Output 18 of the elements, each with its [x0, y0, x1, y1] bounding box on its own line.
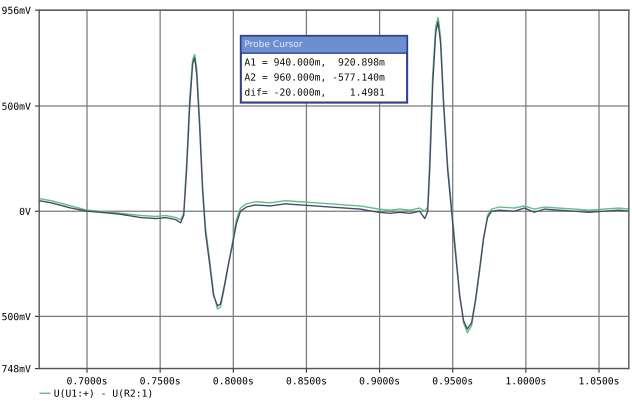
annotation: dif= -20.000m, 1.4981: [244, 88, 384, 97]
x-tick-label: 0.9500s: [432, 377, 472, 384]
x-tick-label: 0.9000s: [360, 377, 400, 384]
y-tick-label: 748mV: [2, 365, 31, 372]
y-tick-label: 500mV: [2, 312, 31, 320]
x-tick-label: 1.0500s: [580, 377, 619, 384]
x-tick-label: 0.7000s: [67, 377, 107, 384]
annotation: A2 = 960.000m, -577.140m: [244, 73, 384, 82]
y-tick-label: 500mV: [2, 102, 31, 110]
x-tick-label: 1.0000s: [506, 377, 546, 384]
y-tick-label: 0V: [20, 208, 31, 216]
annotation: Probe Cursor: [245, 40, 303, 48]
annotation: A1 = 940.000m, 920.898m: [244, 58, 384, 67]
x-tick-label: 0.8500s: [286, 377, 326, 384]
y-tick-label: 956mV: [2, 6, 31, 14]
x-tick-label: 0.8000s: [213, 377, 253, 384]
legend-label: U(U1:+) - U(R2:1): [54, 389, 152, 398]
x-tick-label: 0.7500s: [140, 377, 180, 384]
